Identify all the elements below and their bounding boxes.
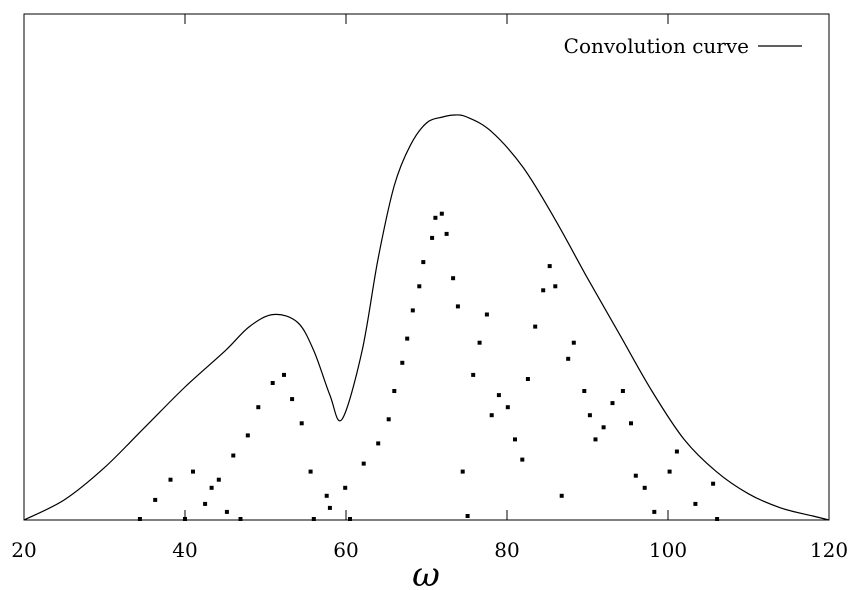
scatter-point xyxy=(553,284,558,289)
scatter-point xyxy=(513,437,517,442)
scatter-point xyxy=(587,413,592,418)
axis-ticks xyxy=(184,14,669,520)
scatter-point xyxy=(311,517,316,521)
scatter-point xyxy=(392,389,397,393)
scatter-point xyxy=(571,340,576,345)
scatter-point xyxy=(361,461,366,466)
x-tick-labels: 20 40 60 80 100 120 xyxy=(11,538,848,562)
scatter-point xyxy=(153,497,158,502)
scatter-point xyxy=(593,437,598,442)
scatter-point xyxy=(376,441,381,446)
scatter-point xyxy=(711,481,716,486)
scatter-point xyxy=(327,505,332,510)
scatter-point xyxy=(256,405,261,410)
x-tick-label: 100 xyxy=(649,538,687,562)
scatter-point xyxy=(610,401,615,406)
scatter-point xyxy=(270,381,275,385)
scatter-point xyxy=(667,469,672,474)
scatter-point xyxy=(715,517,720,521)
scatter-point xyxy=(430,235,435,240)
plot-frame xyxy=(23,13,830,521)
scatter-point xyxy=(282,372,286,377)
scatter-point xyxy=(348,517,352,521)
scatter-point xyxy=(405,336,410,341)
scatter-point xyxy=(224,509,229,514)
scatter-point xyxy=(477,340,482,345)
scatter-point xyxy=(137,517,142,521)
scatter-point xyxy=(629,421,633,426)
scatter-point xyxy=(525,377,530,381)
scatter-point xyxy=(299,421,304,426)
scatter-point xyxy=(533,324,538,329)
scatter-point xyxy=(168,477,173,482)
scatter-point xyxy=(433,215,438,220)
x-tick-label: 20 xyxy=(11,538,36,562)
scatter-point xyxy=(633,473,638,478)
scatter-point xyxy=(421,260,426,265)
scatter-point xyxy=(601,425,606,430)
scatter-point xyxy=(308,469,313,474)
scatter-point xyxy=(290,397,295,402)
scatter-point xyxy=(505,405,510,410)
scatter-point xyxy=(216,477,221,482)
x-tick-label: 40 xyxy=(172,538,197,562)
scatter-point xyxy=(465,514,470,518)
scatter-point xyxy=(693,501,698,506)
scatter-point xyxy=(203,501,208,506)
scatter-point xyxy=(343,485,348,490)
scatter-point xyxy=(417,284,422,289)
x-tick-label: 80 xyxy=(494,538,519,562)
scatter-point xyxy=(496,393,501,398)
scatter-point xyxy=(238,517,243,521)
scatter-point xyxy=(642,485,647,490)
legend: Convolution curve xyxy=(564,34,802,58)
x-tick-label: 120 xyxy=(810,538,848,562)
scatter-point xyxy=(541,288,546,293)
scatter-point xyxy=(451,276,456,281)
legend-label-convolution-curve: Convolution curve xyxy=(564,34,749,58)
scatter-point xyxy=(620,389,625,393)
scatter-point xyxy=(547,264,552,269)
scatter-point xyxy=(410,308,415,313)
scatter-point xyxy=(460,469,465,474)
scatter-points xyxy=(137,211,720,521)
scatter-point xyxy=(444,231,449,236)
scatter-point xyxy=(582,389,587,393)
scatter-point xyxy=(559,493,564,498)
scatter-point xyxy=(191,469,195,474)
scatter-point xyxy=(231,453,236,458)
x-axis-title: ω xyxy=(412,555,440,590)
scatter-point xyxy=(245,433,250,438)
convolution-curve-line xyxy=(23,114,830,521)
x-tick-label: 60 xyxy=(333,538,358,562)
scatter-point xyxy=(209,485,214,490)
scatter-point xyxy=(652,509,657,514)
scatter-point xyxy=(324,493,329,498)
scatter-point xyxy=(489,413,494,418)
scatter-point xyxy=(674,449,679,454)
scatter-point xyxy=(455,304,460,309)
scatter-point xyxy=(520,457,525,462)
scatter-point xyxy=(386,417,391,422)
scatter-point xyxy=(566,356,571,361)
scatter-point xyxy=(439,211,444,216)
scatter-point xyxy=(484,312,489,317)
scatter-point xyxy=(183,517,187,521)
scatter-point xyxy=(400,360,405,365)
scatter-point xyxy=(471,372,476,377)
